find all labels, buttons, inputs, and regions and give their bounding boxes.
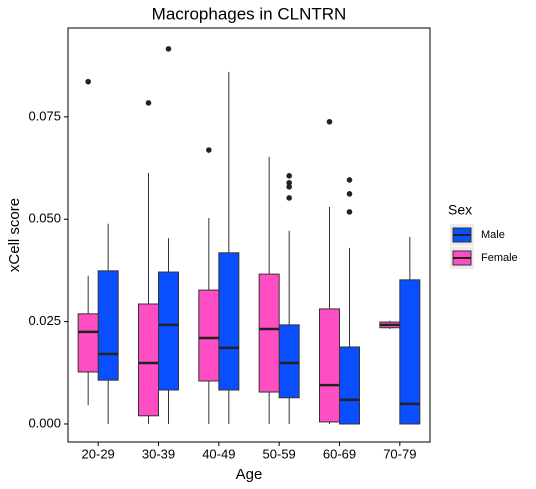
- outlier: [206, 147, 212, 153]
- legend-label: Female: [481, 252, 518, 264]
- box: [158, 271, 179, 391]
- box: [399, 279, 421, 425]
- outlier: [145, 100, 152, 106]
- x-tick-label: 20-29: [82, 446, 115, 461]
- outlier: [286, 179, 292, 186]
- box: [218, 252, 240, 391]
- y-tick-label: 0.025: [28, 313, 61, 328]
- y-axis-label: xCell score: [6, 198, 23, 272]
- y-tick-label: 0.000: [28, 415, 61, 430]
- outlier: [346, 191, 353, 197]
- x-tick-label: 40-49: [202, 446, 235, 461]
- plot-panel: [67, 27, 431, 443]
- x-tick-label: 30-39: [142, 446, 175, 461]
- x-tick-label: 60-69: [323, 446, 356, 461]
- outlier: [286, 184, 292, 190]
- box: [198, 289, 220, 382]
- outlier: [326, 118, 333, 125]
- x-tick-label: 50-59: [263, 446, 296, 461]
- box: [138, 303, 159, 417]
- chart-title: Macrophages in CLNTRN: [152, 4, 347, 23]
- outlier: [346, 209, 353, 215]
- outlier: [346, 177, 353, 183]
- outlier: [286, 173, 292, 179]
- box: [77, 313, 99, 373]
- outlier: [85, 78, 91, 85]
- x-axis-label: Age: [236, 466, 263, 483]
- x-tick-label: 70-79: [383, 446, 416, 461]
- outlier: [286, 195, 292, 201]
- box: [258, 273, 280, 393]
- y-tick-label: 0.075: [28, 108, 61, 123]
- box: [278, 324, 300, 399]
- box: [339, 346, 360, 425]
- box: [319, 308, 340, 423]
- outlier: [165, 46, 172, 52]
- legend-title: Sex: [448, 202, 472, 218]
- box: [97, 270, 119, 381]
- legend-label: Male: [481, 229, 505, 241]
- y-tick-label: 0.050: [28, 211, 61, 226]
